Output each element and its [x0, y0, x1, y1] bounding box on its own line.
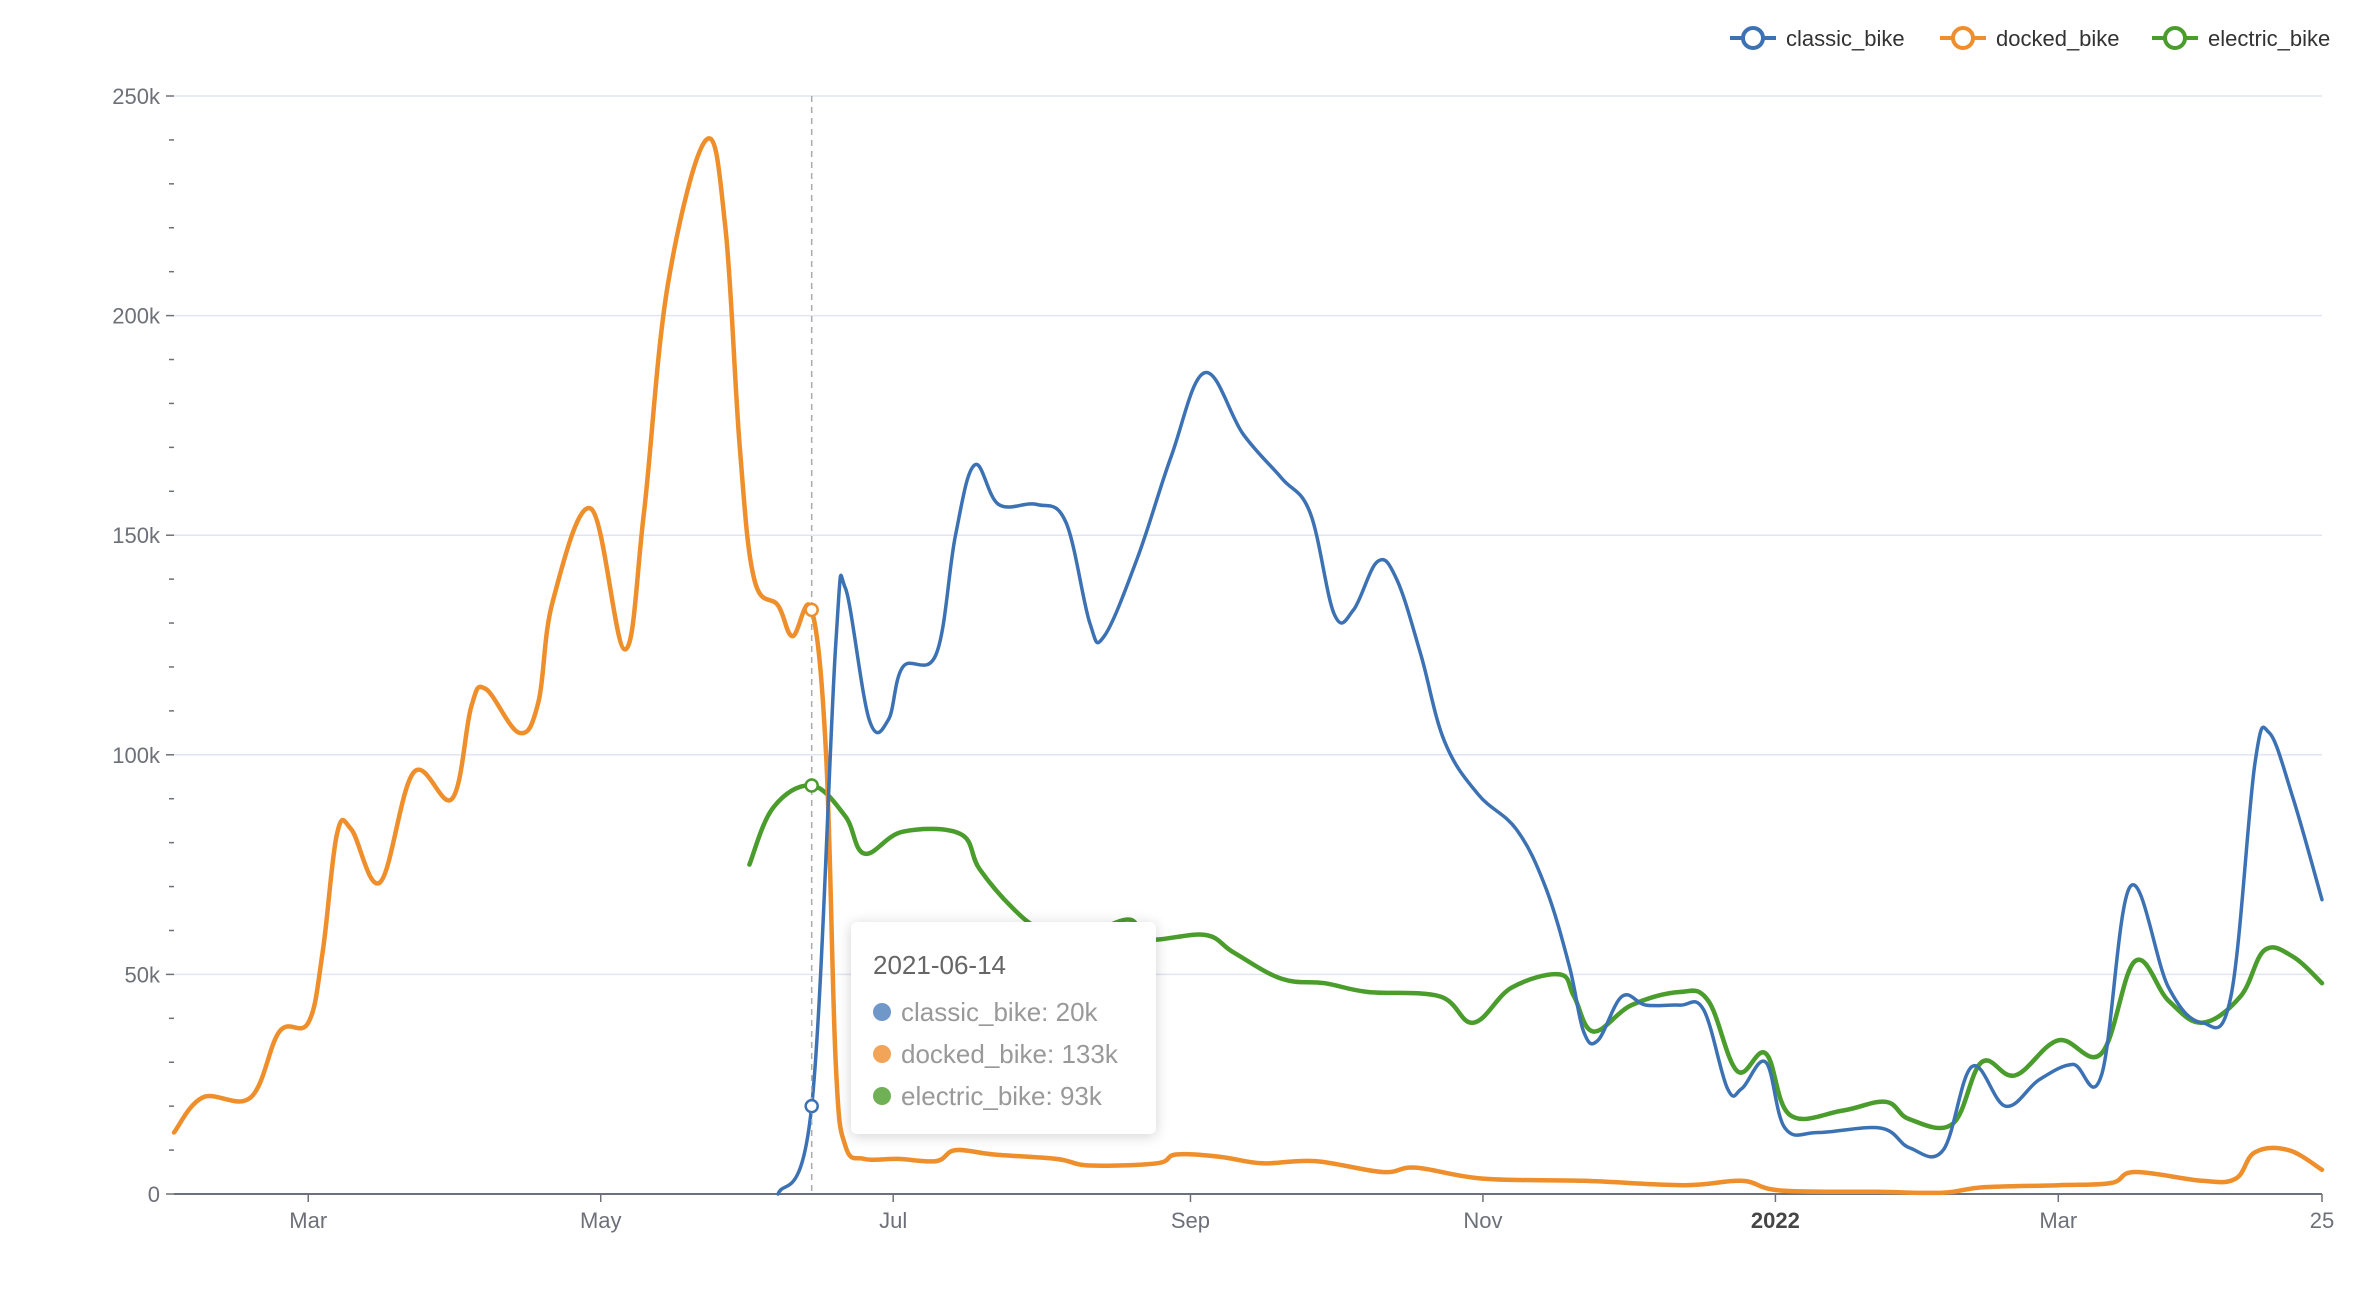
- y-tick-label: 150k: [112, 523, 161, 548]
- x-axis: Mar May Jul Sep Nov 2022 Mar 25: [174, 1193, 2334, 1233]
- legend-circle-icon: [1951, 26, 1975, 50]
- tooltip-row-docked-bike: docked_bike: 133k: [873, 1033, 1156, 1075]
- x-tick-label: Jul: [879, 1208, 907, 1233]
- y-tick-label: 0: [148, 1182, 160, 1207]
- x-tick-label: Mar: [289, 1208, 327, 1233]
- y-tick-label: 50k: [125, 962, 161, 987]
- y-tick-label: 250k: [112, 84, 161, 109]
- tooltip: 2021-06-14 classic_bike: 20k docked_bike…: [851, 922, 1156, 1134]
- series-line-classic-bike[interactable]: [776, 370, 2324, 1196]
- tooltip-title: 2021-06-14: [873, 950, 1006, 980]
- crosshair: [804, 96, 819, 1194]
- y-tick-label: 100k: [112, 743, 161, 768]
- tooltip-dot-electric-bike: [873, 1087, 891, 1105]
- tooltip-text-electric-bike: electric_bike: 93k: [901, 1081, 1102, 1111]
- legend-label: classic_bike: [1786, 26, 1905, 51]
- grid-lines: [174, 95, 2322, 976]
- hover-point-classic-bike: [804, 1098, 819, 1114]
- tooltip-dot-classic-bike: [873, 1003, 891, 1021]
- y-axis: 0 50k 100k 150k 200k 250k: [112, 84, 174, 1207]
- x-tick-label: 2022: [1751, 1208, 1800, 1233]
- legend-item-docked-bike[interactable]: docked_bike: [1940, 26, 2120, 51]
- legend-circle-icon: [1741, 26, 1765, 50]
- x-tick-label: May: [580, 1208, 622, 1233]
- x-tick-label: Mar: [2039, 1208, 2077, 1233]
- hover-point-docked-bike: [804, 602, 819, 618]
- hover-point-electric-bike: [804, 778, 819, 793]
- tooltip-text-classic-bike: classic_bike: 20k: [901, 997, 1098, 1027]
- tooltip-text-docked-bike: docked_bike: 133k: [901, 1039, 1118, 1069]
- x-tick-label: Nov: [1463, 1208, 1502, 1233]
- y-tick-label: 200k: [112, 304, 161, 329]
- x-tick-label: Sep: [1171, 1208, 1210, 1233]
- legend-circle-icon: [2163, 26, 2187, 50]
- legend-label: electric_bike: [2208, 26, 2330, 51]
- series-line-docked-bike[interactable]: [171, 136, 2325, 1196]
- legend-item-classic-bike[interactable]: classic_bike: [1730, 26, 1905, 51]
- legend-item-electric-bike[interactable]: electric_bike: [2152, 26, 2330, 51]
- tooltip-dot-docked-bike: [873, 1045, 891, 1063]
- tooltip-row-electric-bike: electric_bike: 93k: [873, 1075, 1156, 1117]
- x-tick-label: 25: [2310, 1208, 2334, 1233]
- tooltip-row-classic-bike: classic_bike: 20k: [873, 991, 1156, 1033]
- legend-label: docked_bike: [1996, 26, 2120, 51]
- series-layer[interactable]: [171, 136, 2325, 1196]
- legend[interactable]: classic_bike docked_bike electric_bike: [1730, 26, 2330, 51]
